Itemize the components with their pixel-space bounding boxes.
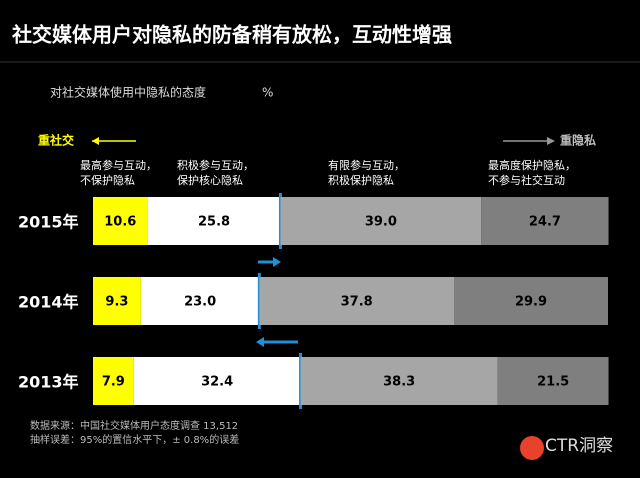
- data-label: 9.3: [105, 295, 128, 310]
- data-label: 29.9: [515, 295, 547, 310]
- bar-segment: [454, 277, 608, 325]
- data-label: 25.8: [198, 215, 230, 230]
- shift-arrow-head: [273, 257, 281, 267]
- bar-segment: [147, 197, 281, 245]
- bar-segment: [481, 197, 609, 245]
- data-label: 38.3: [383, 375, 415, 390]
- bar-segment: [140, 277, 260, 325]
- chart-title: 社交媒体用户对隐私的防备稍有放松，互动性增强: [11, 23, 452, 47]
- series-name: 有限参与互动， 积极保护隐私: [328, 159, 405, 187]
- right-annotation: 重隐私: [560, 133, 596, 148]
- note: 数据来源：中国社交媒体用户态度调查 13,512: [30, 419, 238, 432]
- logo: CTR洞察: [545, 436, 613, 456]
- unit: %: [262, 86, 273, 100]
- bar-segment: [259, 277, 455, 325]
- data-label: 7.9: [102, 375, 125, 390]
- bar-segment: [93, 277, 141, 325]
- bar-segment: [280, 197, 482, 245]
- logo-mark: [520, 436, 544, 460]
- data-label: 23.0: [184, 295, 216, 310]
- bar-segment: [93, 357, 134, 405]
- shift-arrow-head: [256, 337, 264, 347]
- subtitle: 对社交媒体使用中隐私的态度: [50, 85, 206, 100]
- series-name: 最高参与互动， 不保护隐私: [80, 159, 157, 187]
- data-label: 39.0: [365, 215, 397, 230]
- series-name: 积极参与互动， 保护核心隐私: [177, 159, 254, 187]
- data-label: 37.8: [341, 295, 373, 310]
- bar-segment: [93, 197, 148, 245]
- left-annotation: 重社交: [38, 133, 74, 148]
- data-label: 21.5: [537, 375, 569, 390]
- data-label: 32.4: [201, 375, 233, 390]
- bar-segment: [133, 357, 301, 405]
- bar-segment: [300, 357, 498, 405]
- arrow-head: [92, 137, 99, 145]
- data-label: 24.7: [529, 215, 561, 230]
- arrow-head: [547, 137, 555, 145]
- y-tick-label: 2014年: [18, 293, 79, 312]
- y-tick-label: 2015年: [18, 213, 79, 232]
- note: 抽样误差：95%的置信水平下，± 0.8%的误差: [30, 433, 239, 446]
- data-label: 10.6: [104, 215, 136, 230]
- series-name: 最高度保护隐私， 不参与社交互动: [488, 159, 576, 187]
- y-tick-label: 2013年: [18, 373, 79, 392]
- bar-segment: [497, 357, 609, 405]
